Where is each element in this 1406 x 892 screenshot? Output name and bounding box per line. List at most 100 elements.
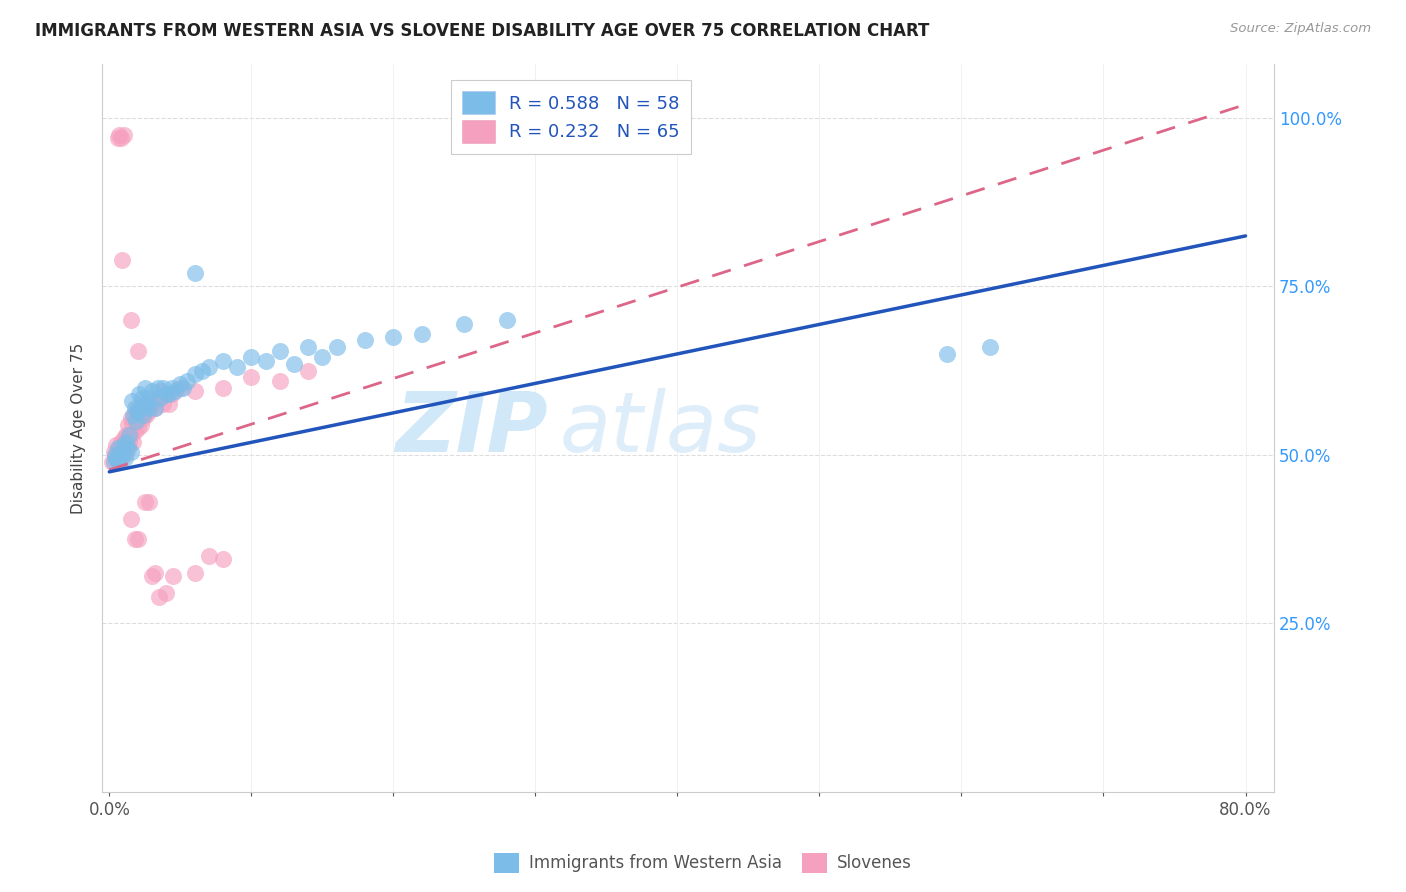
Point xyxy=(121,417,143,432)
Point xyxy=(125,414,148,428)
Point xyxy=(169,381,191,395)
Point xyxy=(124,408,146,422)
Point xyxy=(152,381,174,395)
Point xyxy=(212,381,235,395)
Point xyxy=(114,442,136,456)
Point xyxy=(134,397,156,411)
Point xyxy=(107,442,129,456)
Point xyxy=(110,131,132,145)
Point xyxy=(141,569,163,583)
Point xyxy=(136,391,159,405)
Point xyxy=(453,317,475,331)
Point xyxy=(382,330,405,344)
Point xyxy=(160,387,183,401)
Point xyxy=(107,131,129,145)
Point xyxy=(240,370,263,384)
Point xyxy=(134,381,156,395)
Point xyxy=(117,417,139,432)
Point xyxy=(120,313,142,327)
Point xyxy=(117,442,139,456)
Point xyxy=(183,266,205,280)
Point xyxy=(124,401,146,415)
Point xyxy=(197,360,219,375)
Point xyxy=(141,384,163,398)
Point xyxy=(105,438,128,452)
Point xyxy=(325,340,347,354)
Point xyxy=(110,444,132,458)
Legend: R = 0.588   N = 58, R = 0.232   N = 65: R = 0.588 N = 58, R = 0.232 N = 65 xyxy=(451,80,690,153)
Point xyxy=(297,364,319,378)
Point xyxy=(146,381,169,395)
Point xyxy=(283,357,305,371)
Point xyxy=(120,512,142,526)
Point xyxy=(157,397,180,411)
Point xyxy=(127,404,149,418)
Point xyxy=(148,590,170,604)
Text: Source: ZipAtlas.com: Source: ZipAtlas.com xyxy=(1230,22,1371,36)
Point xyxy=(183,367,205,381)
Point xyxy=(149,384,172,398)
Point xyxy=(104,451,127,466)
Point xyxy=(132,411,155,425)
Point xyxy=(118,434,141,449)
Point xyxy=(120,427,142,442)
Point xyxy=(183,566,205,580)
Point xyxy=(105,451,128,466)
Point xyxy=(112,431,135,445)
Point xyxy=(131,401,153,415)
Point xyxy=(311,351,333,365)
Point xyxy=(979,340,1001,354)
Point xyxy=(111,444,134,458)
Point xyxy=(129,401,152,415)
Point xyxy=(108,442,131,456)
Point xyxy=(176,374,198,388)
Point xyxy=(112,448,135,462)
Point xyxy=(101,455,124,469)
Point xyxy=(197,549,219,563)
Point xyxy=(115,434,138,449)
Point xyxy=(110,451,132,466)
Point xyxy=(135,397,157,411)
Point xyxy=(143,401,166,415)
Point xyxy=(138,401,160,415)
Point xyxy=(125,414,148,428)
Point xyxy=(103,444,125,458)
Point xyxy=(155,387,177,401)
Point xyxy=(172,381,194,395)
Point xyxy=(112,128,135,142)
Point xyxy=(122,408,145,422)
Point xyxy=(132,408,155,422)
Point xyxy=(112,438,135,452)
Point xyxy=(141,394,163,409)
Point xyxy=(226,360,249,375)
Point xyxy=(152,397,174,411)
Point xyxy=(120,444,142,458)
Point xyxy=(115,444,138,458)
Point xyxy=(115,427,138,442)
Point xyxy=(134,495,156,509)
Point xyxy=(136,394,159,409)
Point xyxy=(128,411,150,425)
Point xyxy=(162,569,184,583)
Point xyxy=(149,391,172,405)
Point xyxy=(118,427,141,442)
Point xyxy=(110,434,132,449)
Point xyxy=(155,387,177,401)
Point xyxy=(143,566,166,580)
Text: ZIP: ZIP xyxy=(395,387,547,468)
Point xyxy=(111,252,134,267)
Point xyxy=(135,408,157,422)
Point xyxy=(155,586,177,600)
Point xyxy=(138,495,160,509)
Point xyxy=(411,326,433,341)
Point xyxy=(240,351,263,365)
Point xyxy=(138,404,160,418)
Point xyxy=(111,438,134,452)
Point xyxy=(117,438,139,452)
Point xyxy=(163,384,186,398)
Point xyxy=(120,411,142,425)
Point xyxy=(108,444,131,458)
Point xyxy=(269,374,291,388)
Point xyxy=(124,425,146,439)
Text: IMMIGRANTS FROM WESTERN ASIA VS SLOVENE DISABILITY AGE OVER 75 CORRELATION CHART: IMMIGRANTS FROM WESTERN ASIA VS SLOVENE … xyxy=(35,22,929,40)
